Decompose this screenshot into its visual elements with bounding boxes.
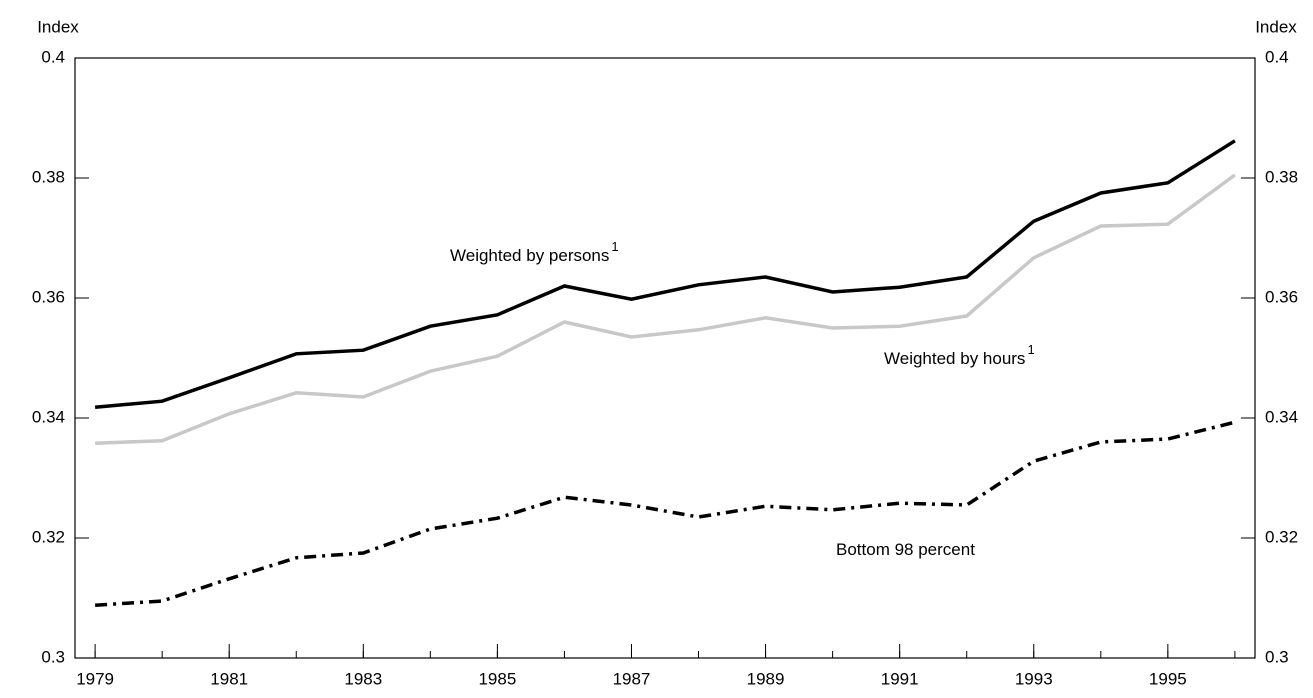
y2-tick-label: 0.38: [1265, 167, 1298, 186]
x-tick-label: 1985: [478, 669, 516, 688]
plot-frame: [74, 57, 1256, 659]
series-line: [95, 420, 1236, 607]
series-label: Bottom 98 percent: [836, 540, 975, 559]
series-name: Weighted by hours: [884, 349, 1025, 368]
footnote-marker: 1: [1027, 342, 1034, 357]
series-name: Weighted by persons: [450, 246, 609, 265]
x-tick-label: 1979: [76, 669, 114, 688]
series-line: [95, 173, 1236, 445]
y2-tick-label: 0.4: [1265, 47, 1289, 66]
series-label: Weighted by persons 1: [450, 239, 619, 265]
y-tick-label: 0.34: [32, 407, 65, 426]
y-tick-label: 0.32: [32, 527, 65, 546]
y2-axis-label: Index: [1255, 17, 1297, 36]
x-tick-label: 1995: [1149, 669, 1187, 688]
y-tick-label: 0.4: [41, 47, 65, 66]
y2-tick-label: 0.36: [1265, 287, 1298, 306]
x-tick-label: 1989: [747, 669, 785, 688]
x-tick-label: 1991: [881, 669, 919, 688]
y2-tick-label: 0.3: [1265, 647, 1289, 666]
series-name: Bottom 98 percent: [836, 540, 975, 559]
y-tick-label: 0.3: [41, 647, 65, 666]
x-tick-label: 1993: [1015, 669, 1053, 688]
series-line: [94, 139, 1236, 409]
y-axis-label: Index: [37, 17, 79, 36]
y-tick-label: 0.38: [32, 167, 65, 186]
x-tick-label: 1987: [613, 669, 651, 688]
x-tick-label: 1981: [210, 669, 248, 688]
y2-tick-label: 0.34: [1265, 407, 1298, 426]
series-label: Weighted by hours 1: [884, 342, 1035, 368]
x-tick-label: 1983: [344, 669, 382, 688]
y2-tick-label: 0.32: [1265, 527, 1298, 546]
footnote-marker: 1: [611, 239, 618, 254]
y-tick-label: 0.36: [32, 287, 65, 306]
